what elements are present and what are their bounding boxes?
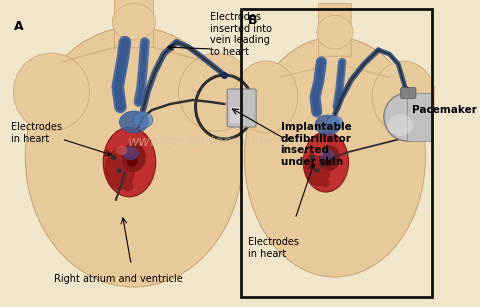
Text: Pacemaker: Pacemaker — [412, 105, 477, 115]
Ellipse shape — [314, 148, 324, 156]
Ellipse shape — [124, 182, 133, 191]
Ellipse shape — [25, 27, 242, 287]
Ellipse shape — [126, 151, 138, 167]
Bar — [241, 9, 432, 297]
Bar — [241, 9, 432, 297]
Text: www.ipcsautomation.com: www.ipcsautomation.com — [128, 135, 307, 149]
Ellipse shape — [106, 149, 134, 189]
FancyBboxPatch shape — [400, 87, 416, 99]
FancyBboxPatch shape — [114, 0, 154, 48]
Ellipse shape — [13, 53, 89, 131]
FancyBboxPatch shape — [230, 107, 242, 123]
Ellipse shape — [305, 150, 330, 185]
Text: Electrodes
in heart: Electrodes in heart — [11, 122, 62, 144]
Ellipse shape — [133, 112, 153, 128]
FancyBboxPatch shape — [319, 3, 351, 56]
Ellipse shape — [103, 127, 156, 197]
Text: A: A — [13, 20, 23, 33]
Ellipse shape — [384, 93, 431, 141]
Ellipse shape — [244, 37, 425, 277]
Ellipse shape — [387, 114, 413, 136]
Text: Electrodes
in heart: Electrodes in heart — [248, 237, 299, 258]
Text: B: B — [248, 14, 258, 27]
Bar — [408, 93, 432, 141]
FancyBboxPatch shape — [227, 89, 256, 127]
Ellipse shape — [319, 146, 340, 170]
Ellipse shape — [116, 146, 127, 155]
Ellipse shape — [327, 116, 343, 130]
Ellipse shape — [320, 149, 334, 160]
Bar — [408, 93, 432, 141]
Ellipse shape — [112, 4, 156, 40]
Ellipse shape — [323, 153, 333, 166]
Ellipse shape — [303, 132, 348, 192]
Ellipse shape — [234, 61, 298, 133]
Ellipse shape — [317, 15, 353, 49]
Ellipse shape — [122, 147, 138, 160]
Ellipse shape — [315, 115, 340, 135]
Ellipse shape — [120, 111, 148, 133]
Ellipse shape — [321, 179, 329, 187]
Text: Electrodes
inserted into
vein leading
to heart: Electrodes inserted into vein leading to… — [210, 12, 272, 57]
Ellipse shape — [122, 143, 145, 172]
Text: Right atrium and ventricle: Right atrium and ventricle — [54, 274, 183, 284]
Ellipse shape — [179, 53, 254, 131]
Ellipse shape — [372, 61, 435, 133]
Text: Implantable
defibrillator
inserted
under skin: Implantable defibrillator inserted under… — [281, 122, 351, 167]
